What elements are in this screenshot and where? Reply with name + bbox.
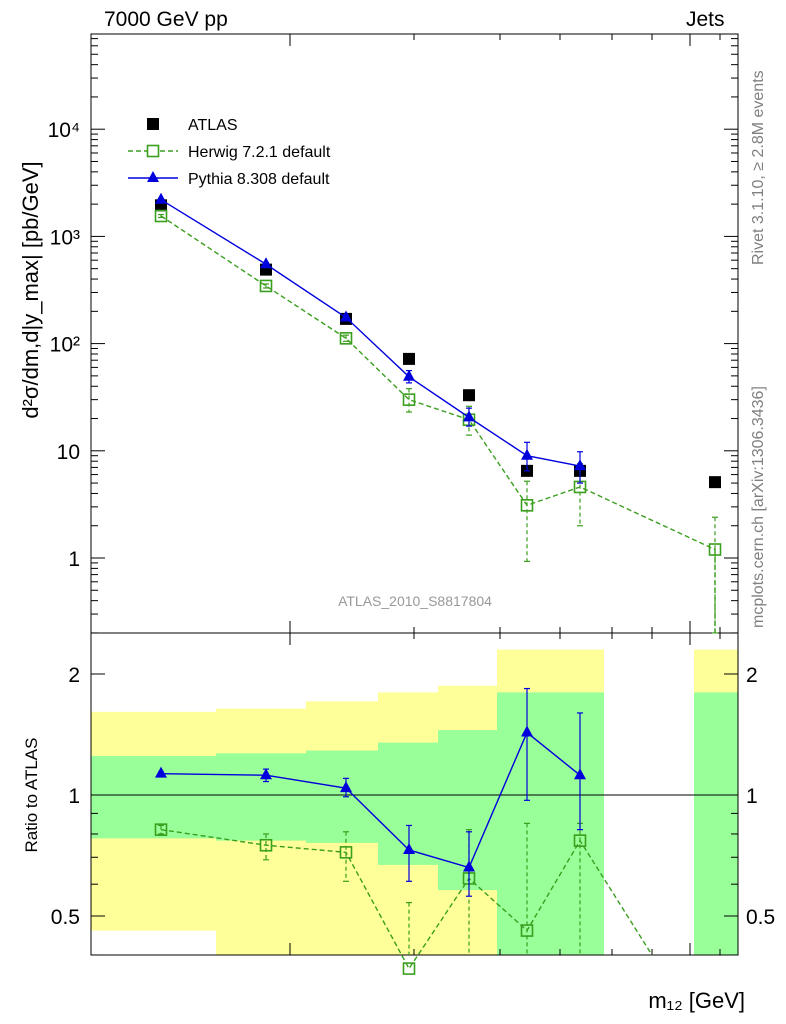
ratio-point-herwig-3 <box>402 962 416 975</box>
data-series <box>154 192 722 975</box>
main-point-herwig-1 <box>259 279 273 293</box>
ratio-point-pythia-6 <box>574 768 586 780</box>
main-point-herwig-7 <box>708 543 722 556</box>
y-tick-label-main-0: 1 <box>68 548 80 571</box>
analysis-id: ATLAS_2010_S8817804 <box>338 593 492 609</box>
x-axis-title: m₁₂ [GeV] <box>648 988 745 1013</box>
ratio-axis-title: Ratio to ATLAS <box>22 738 41 853</box>
band-inner-6 <box>694 692 738 955</box>
main-point-herwig-3 <box>402 393 416 406</box>
main-point-pythia-5 <box>521 448 533 460</box>
ratio-bands <box>91 649 738 955</box>
legend-marker-pythia <box>147 171 159 182</box>
header-right: Jets <box>686 8 725 31</box>
main-point-pythia-4 <box>463 410 475 422</box>
main-point-atlas-4 <box>463 389 475 402</box>
main-point-pythia-0 <box>155 192 167 204</box>
ratio-line-herwig <box>160 828 653 970</box>
side-label-rivet: Rivet 3.1.10, ≥ 2.8M events <box>750 70 767 265</box>
ratio-point-pythia-0 <box>155 766 167 778</box>
ratio-point-pythia-5 <box>521 725 533 737</box>
y-tick-label-main-1: 10 <box>57 441 80 464</box>
legend-label-0: ATLAS <box>188 117 238 134</box>
main-point-pythia-3 <box>403 369 415 381</box>
ratio-point-herwig-6 <box>573 834 587 847</box>
legend-marker-atlas <box>147 118 159 130</box>
y-tick-label-main-2: 10² <box>50 334 80 357</box>
y-tick-label-ratio-right-0: 0.5 <box>746 906 775 929</box>
header-left: 7000 GeV pp <box>104 8 228 31</box>
band-inner-1 <box>216 753 306 841</box>
side-label-mcplots: mcplots.cern.ch [arXiv:1306.3436] <box>750 386 767 628</box>
ratio-point-pythia-1 <box>260 768 272 780</box>
band-inner-5 <box>497 692 604 955</box>
main-point-pythia-2 <box>340 310 352 322</box>
main-line-pythia <box>160 199 581 467</box>
y-tick-label-ratio-0: 0.5 <box>51 906 80 929</box>
y-tick-label-main-4: 10⁴ <box>48 119 80 142</box>
main-point-herwig-2 <box>339 332 353 345</box>
ratio-point-herwig-5 <box>520 924 534 937</box>
legend: ATLAS Herwig 7.2.1 default Pythia 8.308 de… <box>128 117 331 188</box>
main-line-herwig <box>160 215 716 633</box>
ratio-point-herwig-0 <box>154 823 168 836</box>
ratio-point-pythia-3 <box>403 842 415 854</box>
axis-labels: 1 10 10² 10³ 10⁴ 0.5 0.5 1 1 2 2 d²σ/dm,d|y_max| [p… <box>18 70 775 1013</box>
legend-label-1: Herwig 7.2.1 default <box>188 144 331 161</box>
ratio-point-herwig-1 <box>259 838 273 852</box>
band-inner-0 <box>91 756 216 839</box>
main-point-atlas-3 <box>403 352 415 365</box>
ratio-point-pythia-4 <box>463 860 475 872</box>
main-point-pythia-1 <box>260 257 272 269</box>
y-tick-label-ratio-1: 1 <box>68 785 80 808</box>
y-tick-label-ratio-2: 2 <box>68 664 80 687</box>
main-point-atlas-7 <box>709 476 721 489</box>
axes-frames <box>90 33 739 956</box>
y-tick-label-ratio-right-1: 1 <box>746 785 758 808</box>
legend-marker-herwig <box>146 144 160 158</box>
band-inner-2 <box>306 750 378 843</box>
y-tick-label-ratio-right-2: 2 <box>746 664 758 687</box>
main-point-pythia-6 <box>574 459 586 471</box>
ratio-point-herwig-2 <box>339 846 353 859</box>
main-point-herwig-5 <box>520 499 534 512</box>
band-inner-3 <box>378 742 438 865</box>
ratio-point-pythia-2 <box>340 781 352 793</box>
y-axis-title: d²σ/dm,d|y_max| [pb/GeV] <box>18 161 43 418</box>
legend-label-2: Pythia 8.308 default <box>188 171 330 188</box>
main-point-herwig-0 <box>154 209 168 223</box>
y-tick-label-main-3: 10³ <box>50 226 80 249</box>
